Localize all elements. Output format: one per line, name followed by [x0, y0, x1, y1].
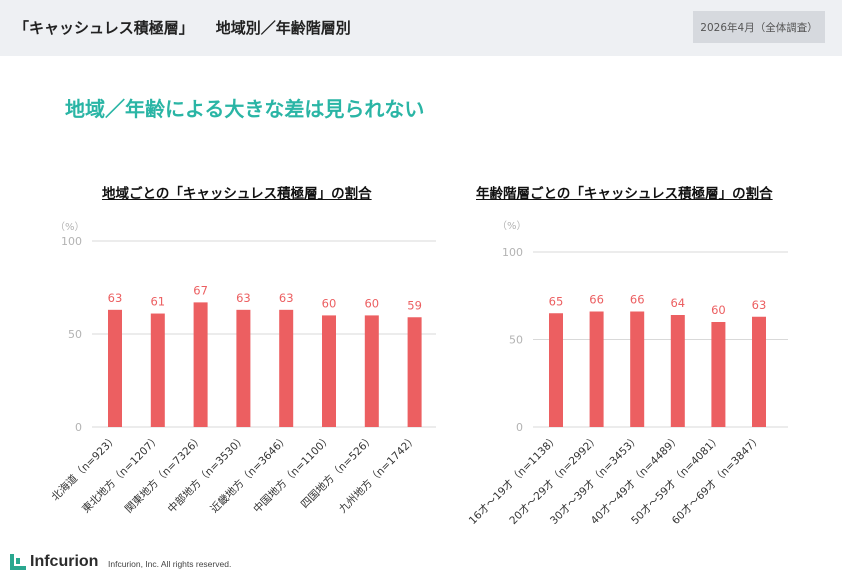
date-badge: 2026年4月（全体調査） — [693, 11, 825, 43]
data-label: 60 — [322, 296, 337, 310]
bar — [630, 311, 645, 427]
bar — [279, 309, 294, 427]
logo-text: Infcurion — [30, 553, 99, 570]
bar — [236, 309, 251, 427]
data-label: 60 — [364, 296, 379, 310]
page-subtitle: 地域別／年齢階層別 — [215, 19, 351, 37]
data-label: 64 — [670, 296, 685, 310]
header-bar: 「キャッシュレス積極層」 地域別／年齢階層別 2026年4月（全体調査） — [0, 0, 842, 56]
y-unit-label: （%） — [55, 221, 85, 233]
data-label: 63 — [279, 291, 294, 305]
bar — [193, 302, 208, 427]
bar — [407, 317, 422, 427]
headline: 地域／年齢による大きな差は見られない — [65, 97, 425, 121]
data-label: 65 — [549, 294, 564, 308]
y-unit-label: （%） — [497, 220, 527, 232]
y-tick-label: 50 — [509, 334, 523, 347]
data-label: 60 — [711, 303, 726, 317]
infcurion-logo-icon — [10, 554, 26, 570]
bar — [364, 315, 379, 427]
y-tick-label: 100 — [502, 246, 523, 259]
data-label: 66 — [589, 293, 604, 307]
chart-title-age: 年齢階層ごとの「キャッシュレス積極層」の割合 — [476, 186, 773, 202]
bar — [108, 309, 122, 427]
y-tick-label: 50 — [68, 328, 82, 341]
bar — [549, 313, 563, 427]
data-label: 63 — [752, 298, 767, 312]
data-label: 63 — [108, 291, 123, 305]
chart-title-region: 地域ごとの「キャッシュレス積極層」の割合 — [102, 186, 372, 202]
bar — [322, 315, 336, 427]
x-tick-label: 中国地方（n=1100） — [251, 432, 335, 516]
x-tick-label: 九州地方（n=1742） — [336, 432, 420, 516]
bar — [150, 313, 165, 427]
x-tick-label: 四国地方（n=526） — [298, 432, 377, 511]
data-label: 63 — [236, 291, 251, 305]
x-tick-label: 中部地方（n=3530） — [165, 432, 249, 516]
bar — [670, 315, 685, 427]
y-tick-label: 0 — [75, 421, 82, 434]
x-tick-label: 関東地方（n=7326） — [122, 432, 206, 516]
copyright: Infcurion, Inc. All rights reserved. — [108, 559, 232, 569]
data-label: 59 — [407, 298, 422, 312]
y-tick-label: 100 — [61, 235, 82, 248]
chart-region: （%）05010063北海道（n=923）61東北地方（n=1207）67関東地… — [49, 221, 436, 516]
x-tick-label: 近畿地方（n=3646） — [208, 432, 292, 516]
x-tick-label: 東北地方（n=1207） — [79, 432, 163, 516]
bar — [711, 322, 726, 427]
data-label: 66 — [630, 293, 645, 307]
data-label: 67 — [193, 283, 208, 297]
page-title: 「キャッシュレス積極層」 地域別／年齢階層別 — [14, 17, 351, 38]
y-tick-label: 0 — [516, 421, 523, 434]
data-label: 61 — [150, 295, 165, 309]
bar — [589, 311, 604, 427]
footer-logo: Infcurion — [10, 553, 98, 571]
page-title-main: 「キャッシュレス積極層」 — [14, 19, 194, 37]
chart-age: （%）0501006516才～19才（n=1138）6620才～29才（n=29… — [466, 220, 788, 527]
bar — [752, 316, 766, 427]
